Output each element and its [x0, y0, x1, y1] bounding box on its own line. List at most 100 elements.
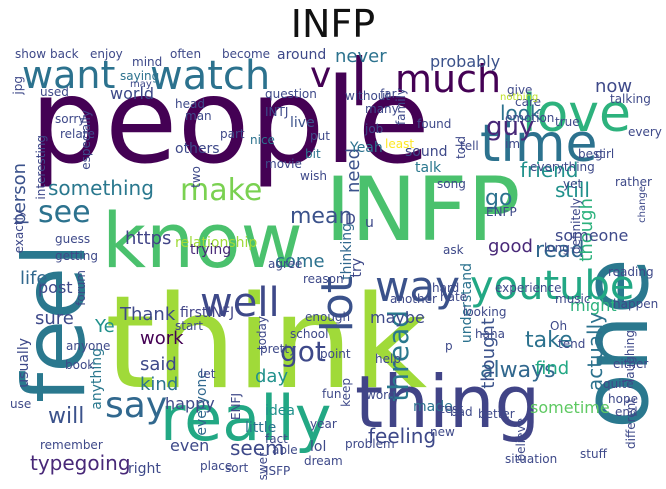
- word-rather: rather: [615, 175, 652, 189]
- word-book: book: [65, 358, 95, 372]
- word-day: day: [255, 366, 289, 387]
- word-definitely: definitely: [569, 198, 583, 255]
- word-put: put: [310, 129, 330, 143]
- word-change: change: [637, 186, 648, 223]
- word-talk: talk: [415, 160, 442, 176]
- word-read: read: [535, 238, 585, 263]
- word-able: able: [272, 443, 298, 457]
- word-someone: someone: [555, 226, 629, 245]
- word-help: help: [375, 352, 401, 366]
- word-tell: tell: [460, 139, 479, 153]
- word-best: best: [578, 147, 604, 161]
- word-forum: forum: [74, 270, 88, 306]
- word-music: music: [555, 292, 591, 306]
- word-little: little: [245, 420, 277, 436]
- word-give: give: [507, 83, 533, 97]
- word-start: start: [175, 319, 203, 333]
- word-love: love: [522, 84, 632, 144]
- word-make: make: [180, 173, 263, 208]
- word-really: really: [160, 382, 332, 455]
- word-sort: sort: [225, 461, 249, 475]
- word-stuff: stuff: [580, 447, 607, 461]
- word-reading: reading: [608, 265, 654, 279]
- word-two: two: [189, 166, 203, 188]
- word-im: im: [505, 137, 521, 151]
- word-may: may: [130, 79, 152, 90]
- word-every: every: [628, 125, 662, 139]
- word-much: much: [395, 57, 502, 101]
- word-enough: enough: [305, 310, 351, 324]
- word-bit: bit: [305, 147, 321, 161]
- word-better: better: [478, 407, 515, 421]
- word-fact: fact: [265, 432, 288, 446]
- word-hope: hope: [608, 392, 638, 406]
- word-mean: mean: [290, 204, 353, 229]
- word-usually: usually: [16, 338, 32, 388]
- word-care: care: [515, 95, 542, 109]
- word-least: least: [385, 137, 415, 151]
- word-job: job: [365, 122, 384, 136]
- word-sometime: sometime: [530, 398, 610, 417]
- word-friend: friend: [520, 158, 579, 182]
- word-never: never: [335, 48, 387, 67]
- word-youtube: youtube: [470, 263, 635, 309]
- word-family: family: [394, 88, 408, 126]
- word-let: let: [200, 367, 216, 381]
- word-without: without: [345, 89, 391, 103]
- word-idea: idea: [265, 403, 295, 419]
- word-word: word: [366, 388, 396, 402]
- word-come: come: [275, 251, 325, 272]
- word-end: end: [615, 405, 638, 419]
- word-go: go: [485, 186, 513, 211]
- word-question: question: [265, 87, 317, 101]
- word-sound: sound: [405, 144, 448, 160]
- word-seem: seem: [230, 436, 285, 460]
- word-l: l: [350, 48, 369, 121]
- word-pretty: pretty: [260, 342, 297, 356]
- word-live: live: [290, 115, 315, 131]
- word-agree: agree: [268, 257, 303, 271]
- word-happen: happen: [613, 297, 659, 311]
- word-post: post: [38, 278, 73, 297]
- word-intj: INTJ: [265, 105, 289, 119]
- word-hard: hard: [432, 281, 460, 295]
- word-reason: reason: [303, 272, 344, 286]
- word-girl: girl: [595, 147, 615, 161]
- word-oh: Oh: [550, 319, 568, 333]
- word-saying: saying: [120, 69, 160, 83]
- word-typegoing: typegoing: [30, 451, 131, 475]
- word-interesting: interesting: [34, 135, 48, 200]
- word-try: try: [349, 258, 365, 278]
- word-nothing: nothing: [500, 92, 539, 103]
- wordcloud: people think INFP know feel one thing really lov…: [10, 48, 666, 480]
- word-thing: thing: [355, 360, 541, 444]
- word-enfj: ENFJ: [229, 393, 243, 420]
- word-made: made: [413, 399, 453, 415]
- word-far: far: [380, 87, 397, 101]
- word-well: well: [200, 280, 280, 326]
- word-bad: bad: [450, 405, 473, 419]
- word-time: time: [480, 114, 598, 174]
- word-movie: movie: [265, 157, 302, 171]
- word-anyone: anyone: [66, 339, 111, 353]
- word-become: become: [222, 48, 271, 61]
- word-happy: happy: [165, 394, 215, 413]
- word-still: still: [555, 178, 590, 202]
- word-u: u: [365, 215, 374, 231]
- word-remember: remember: [40, 438, 103, 452]
- word-life: life: [20, 268, 48, 289]
- word-yet: yet: [563, 177, 583, 191]
- word-enjoy: enjoy: [90, 48, 123, 61]
- word-got: got: [280, 335, 326, 368]
- word-yeah: Yeah: [350, 140, 383, 156]
- word-situation: situation: [505, 452, 558, 466]
- word-head: head: [175, 97, 205, 111]
- word-always: always: [480, 358, 556, 383]
- word-song: song: [437, 177, 466, 191]
- word-part: part: [220, 127, 245, 141]
- word-sure: sure: [35, 308, 74, 329]
- word-probably: probably: [430, 52, 501, 71]
- word-something: something: [48, 176, 154, 200]
- word-d: D: [345, 212, 356, 228]
